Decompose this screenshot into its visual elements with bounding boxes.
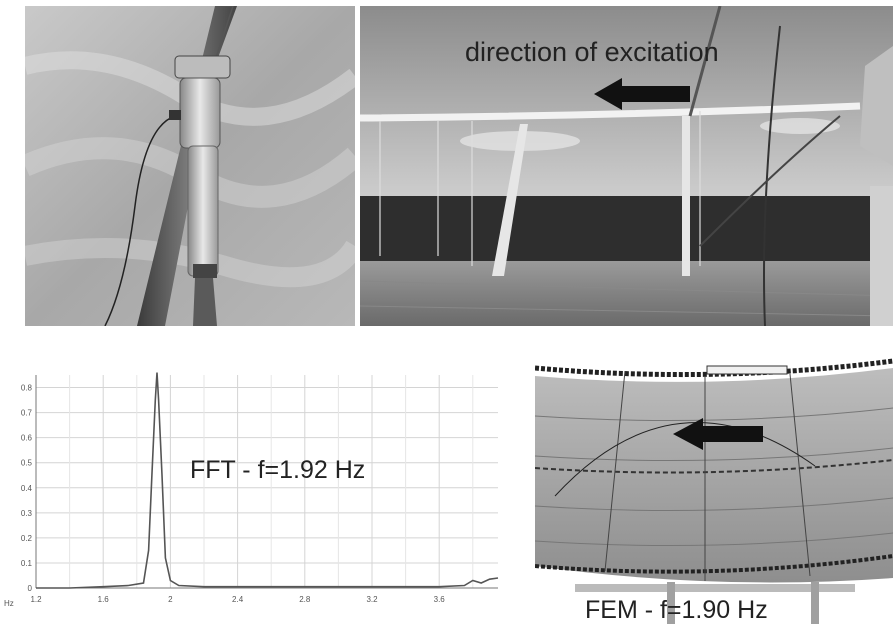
y-tick-label: 0.1 [21,559,33,568]
fem-model-illustration: FEM - f=1.90 Hz [535,356,893,624]
x-tick-label: 3.2 [366,595,378,604]
x-tick-label: 1.2 [30,595,42,604]
excitation-arrow [594,78,690,110]
y-tick-label: 0.8 [21,384,33,393]
fem-direction-arrow [673,418,763,450]
x-tick-label: 3.6 [434,595,446,604]
y-tick-label: 0 [28,584,33,593]
y-tick-label: 0.2 [21,534,33,543]
bridge-deck-illustration: direction of excitation [360,6,893,326]
fft-chart-svg: 0 0.1 0.2 0.3 0.4 0.5 0.6 0.7 0.8 1.2 1.6 2 2.4 2.8 3… [0,370,505,624]
x-tick-label: 2.8 [299,595,311,604]
x-unit-label: Hz [4,599,14,608]
fft-series-line [36,372,499,589]
fem-annotation: FEM - f=1.90 Hz [585,596,768,624]
y-tick-label: 0.6 [21,434,33,443]
cable-clamp-illustration [25,6,355,326]
y-tick-label: 0.3 [21,509,33,518]
fft-annotation: FFT - f=1.92 Hz [190,456,365,484]
x-tick-label: 2 [168,595,173,604]
bridge-deck-photo: direction of excitation [360,6,893,326]
y-tick-label: 0.4 [21,484,33,493]
cable-clamp-photo [25,6,355,326]
y-tick-label: 0.5 [21,459,33,468]
x-tick-label: 1.6 [98,595,110,604]
x-tick-label: 2.4 [232,595,244,604]
fft-chart: 0 0.1 0.2 0.3 0.4 0.5 0.6 0.7 0.8 1.2 1.6 2 2.4 2.8 3… [0,370,505,624]
fem-model: FEM - f=1.90 Hz [535,356,893,624]
excitation-caption: direction of excitation [465,37,719,67]
y-tick-label: 0.7 [21,409,33,418]
